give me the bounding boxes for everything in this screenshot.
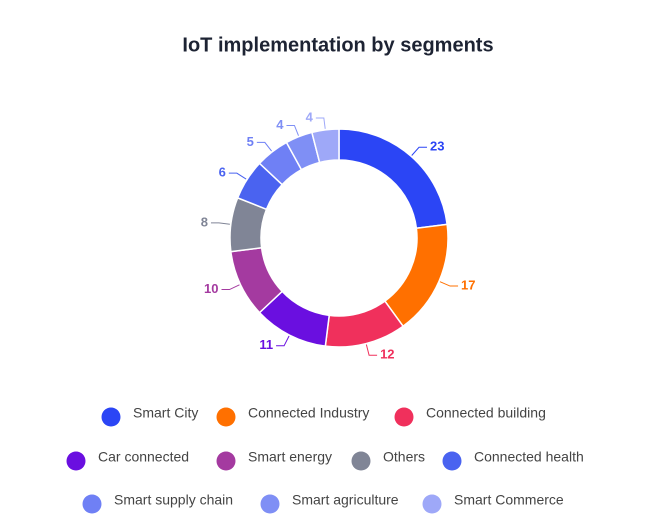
legend-marker — [351, 451, 371, 471]
data-label: 5 — [247, 134, 254, 149]
data-label: 4 — [276, 117, 284, 132]
chart-title: IoT implementation by segments — [182, 34, 493, 56]
leader-line — [228, 172, 247, 180]
leader-line — [286, 124, 299, 136]
legend-marker — [82, 494, 102, 514]
legend-label: Others — [383, 449, 425, 465]
legend-label: Smart supply chain — [114, 492, 233, 508]
pie-slice — [383, 223, 449, 328]
legend-label: Smart energy — [248, 449, 332, 465]
leader-line — [439, 281, 459, 287]
pie-slice — [310, 128, 340, 164]
leader-line — [276, 335, 290, 347]
legend-marker — [422, 494, 442, 514]
legend-label: Smart agriculture — [292, 492, 399, 508]
legend-label: Smart Commerce — [454, 492, 564, 508]
leader-line — [365, 344, 378, 356]
leader-line — [210, 222, 230, 225]
leader-line — [221, 284, 240, 291]
legend-marker — [216, 451, 236, 471]
legend-label: Connected building — [426, 405, 546, 421]
leader-line — [411, 146, 428, 156]
data-label: 23 — [430, 139, 444, 154]
data-label: 17 — [461, 277, 475, 292]
data-label: 11 — [259, 337, 273, 352]
legend-label: Connected health — [474, 449, 584, 465]
leader-line — [315, 117, 326, 129]
legend-label: Car connected — [98, 449, 189, 465]
leader-line — [256, 141, 272, 152]
data-label: 12 — [380, 347, 394, 362]
data-label: 6 — [219, 165, 226, 180]
data-label: 8 — [201, 214, 208, 229]
legend-marker — [101, 407, 121, 427]
legend-marker — [394, 407, 414, 427]
data-label: 4 — [306, 109, 314, 124]
data-label: 10 — [204, 281, 218, 296]
legend-label: Smart City — [133, 405, 198, 421]
legend-marker — [442, 451, 462, 471]
legend-marker — [66, 451, 86, 471]
legend-marker — [216, 407, 236, 427]
legend-label: Connected Industry — [248, 405, 369, 421]
legend-marker — [260, 494, 280, 514]
